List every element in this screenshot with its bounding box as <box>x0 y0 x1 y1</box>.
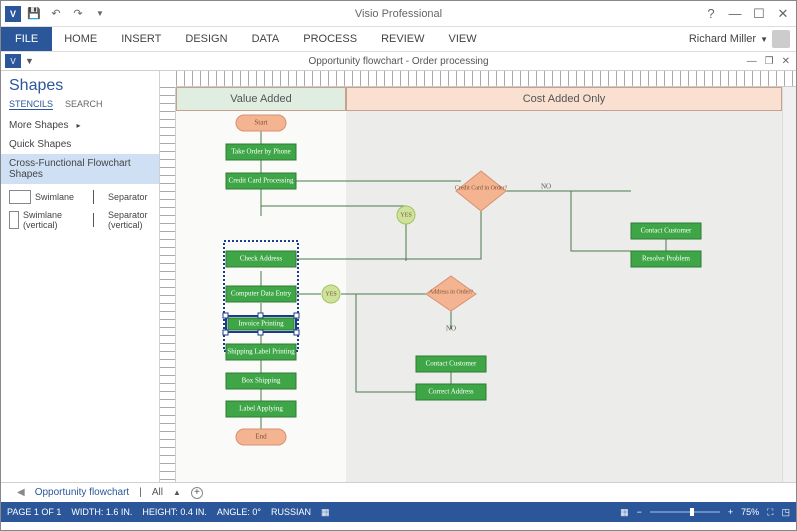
ruler-vertical <box>160 87 176 482</box>
svg-text:Correct Address: Correct Address <box>428 388 474 396</box>
svg-text:Check Address: Check Address <box>240 255 282 263</box>
tab-home[interactable]: HOME <box>52 29 109 49</box>
scrollbar-vertical[interactable] <box>782 87 796 482</box>
svg-text:Start: Start <box>254 119 267 127</box>
tab-review[interactable]: REVIEW <box>369 29 436 49</box>
svg-text:Credit Card Processing: Credit Card Processing <box>229 177 294 185</box>
shapes-panel: Shapes STENCILS SEARCH More Shapes▸ Quic… <box>1 71 160 482</box>
tab-insert[interactable]: INSERT <box>109 29 173 49</box>
chevron-down-icon: ▼ <box>760 35 768 44</box>
page-tabs: ◀ Opportunity flowchart | All ▲ + <box>1 482 796 502</box>
zoom-slider[interactable] <box>650 511 720 513</box>
svg-text:Address in Order?: Address in Order? <box>429 289 473 295</box>
stencil-separator-v[interactable]: Separator (vertical) <box>83 210 151 230</box>
svg-text:YES: YES <box>400 212 411 218</box>
doc-close-icon[interactable]: ✕ <box>782 56 790 67</box>
doc-minimize-icon[interactable]: — <box>747 56 757 67</box>
title-bar: V 💾 ↶ ↷ ▼ Visio Professional ? — ☐ ✕ <box>1 1 796 27</box>
stencil-swimlane[interactable]: Swimlane <box>9 190 77 204</box>
status-page: PAGE 1 OF 1 <box>7 507 61 517</box>
view-mode-icon[interactable]: ▦ <box>620 507 629 518</box>
ruler-horizontal <box>176 71 796 87</box>
svg-text:YES: YES <box>325 291 336 297</box>
svg-text:Contact Customer: Contact Customer <box>426 360 477 368</box>
page-tab-1[interactable]: Opportunity flowchart <box>35 487 130 498</box>
macro-icon[interactable]: ▦ <box>321 507 330 518</box>
zoom-in-icon[interactable]: + <box>728 507 733 517</box>
svg-text:Computer Data Entry: Computer Data Entry <box>231 290 292 298</box>
stencil-selected[interactable]: Cross-Functional Flowchart Shapes <box>1 154 159 184</box>
tab-data[interactable]: DATA <box>240 29 292 49</box>
svg-text:Shipping Label Printing: Shipping Label Printing <box>227 348 295 356</box>
add-page-icon[interactable]: + <box>191 487 203 499</box>
svg-text:Credit Card in Order?: Credit Card in Order? <box>455 185 508 191</box>
redo-icon[interactable]: ↷ <box>69 5 87 23</box>
tab-design[interactable]: DESIGN <box>173 29 239 49</box>
user-name: Richard Miller <box>689 33 756 45</box>
flowchart[interactable]: Start Take Order by Phone Credit Card Pr… <box>176 111 782 481</box>
status-height: HEIGHT: 0.4 IN. <box>142 507 207 517</box>
user-account[interactable]: Richard Miller ▼ <box>689 30 790 48</box>
tab-process[interactable]: PROCESS <box>291 29 369 49</box>
status-bar: PAGE 1 OF 1 WIDTH: 1.6 IN. HEIGHT: 0.4 I… <box>1 502 796 522</box>
visio-doc-icon: V <box>5 54 21 68</box>
status-lang: RUSSIAN <box>271 507 311 517</box>
svg-text:Label Applying: Label Applying <box>239 405 283 413</box>
lane-header-2[interactable]: Cost Added Only <box>346 87 782 111</box>
zoom-out-icon[interactable]: − <box>637 507 642 517</box>
maximize-icon[interactable]: ☐ <box>750 6 768 22</box>
svg-text:Resolve Problem: Resolve Problem <box>642 255 691 263</box>
avatar <box>772 30 790 48</box>
tab-stencils[interactable]: STENCILS <box>9 99 53 110</box>
svg-text:Contact Customer: Contact Customer <box>641 227 692 235</box>
status-angle: ANGLE: 0° <box>217 507 261 517</box>
zoom-level[interactable]: 75% <box>741 507 759 517</box>
page-tab-all[interactable]: All <box>152 487 163 498</box>
app-title: Visio Professional <box>355 8 442 20</box>
ribbon: FILE HOME INSERT DESIGN DATA PROCESS REV… <box>1 27 796 51</box>
document-title: Opportunity flowchart - Order processing <box>308 56 488 67</box>
stencil-swimlane-v[interactable]: Swimlane (vertical) <box>9 210 77 230</box>
minimize-icon[interactable]: — <box>726 6 744 22</box>
undo-icon[interactable]: ↶ <box>47 5 65 23</box>
svg-text:Box Shipping: Box Shipping <box>242 377 281 385</box>
tab-view[interactable]: VIEW <box>436 29 488 49</box>
file-tab[interactable]: FILE <box>1 27 52 51</box>
app-icon: V <box>5 6 21 22</box>
shapes-title: Shapes <box>1 71 159 97</box>
fullscreen-icon[interactable]: ◳ <box>781 507 790 518</box>
fit-window-icon[interactable]: ⛶ <box>767 507 773 518</box>
close-icon[interactable]: ✕ <box>774 6 792 22</box>
status-width: WIDTH: 1.6 IN. <box>71 507 132 517</box>
qat-dropdown-icon[interactable]: ▼ <box>91 5 109 23</box>
save-icon[interactable]: 💾 <box>25 5 43 23</box>
tab-search[interactable]: SEARCH <box>65 99 103 110</box>
doc-restore-icon[interactable]: ❐ <box>765 56 774 67</box>
svg-text:Take Order by Phone: Take Order by Phone <box>231 148 291 156</box>
svg-text:NO: NO <box>541 183 551 191</box>
svg-text:NO: NO <box>446 325 456 333</box>
help-icon[interactable]: ? <box>702 6 720 22</box>
svg-text:End: End <box>255 433 267 441</box>
drawing-canvas[interactable]: Value Added Cost Added Only <box>176 87 782 482</box>
lane-header-1[interactable]: Value Added <box>176 87 346 111</box>
more-shapes-link[interactable]: More Shapes▸ <box>1 116 159 135</box>
quick-shapes-link[interactable]: Quick Shapes <box>1 135 159 154</box>
document-bar: V ▼ Opportunity flowchart - Order proces… <box>1 51 796 71</box>
stencil-separator[interactable]: Separator <box>83 190 151 204</box>
canvas-area: Value Added Cost Added Only <box>160 71 796 482</box>
svg-text:Invoice Printing: Invoice Printing <box>238 320 284 328</box>
